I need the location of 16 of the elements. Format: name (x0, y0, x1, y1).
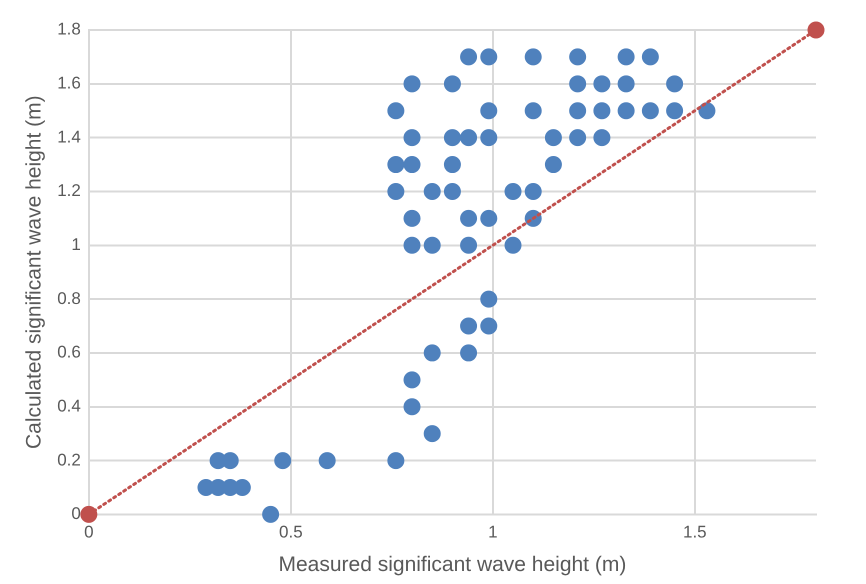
x-axis-title: Measured significant wave height (m) (278, 553, 626, 576)
x-tick-label: 1.5 (682, 522, 707, 542)
y-tick-label: 1.2 (57, 181, 81, 200)
y-tick-label: 0.8 (57, 288, 81, 308)
x-tick-label: 1 (488, 522, 498, 542)
y-tick-label: 1.4 (57, 127, 81, 146)
y-tick-label: 0 (71, 504, 81, 524)
y-tick-label: 0.4 (57, 396, 81, 416)
y-tick-label: 1 (71, 234, 81, 254)
x-tick-label: 0.5 (279, 522, 303, 542)
y-tick-label: 0.2 (57, 450, 81, 470)
y-axis-title: Calculated significant wave height (m) (22, 95, 46, 450)
y-tick-label: 0.6 (57, 342, 81, 362)
y-tick-label: 1.6 (57, 74, 81, 93)
x-tick-label: 0 (84, 522, 94, 542)
y-tick-label: 1.8 (57, 20, 81, 39)
